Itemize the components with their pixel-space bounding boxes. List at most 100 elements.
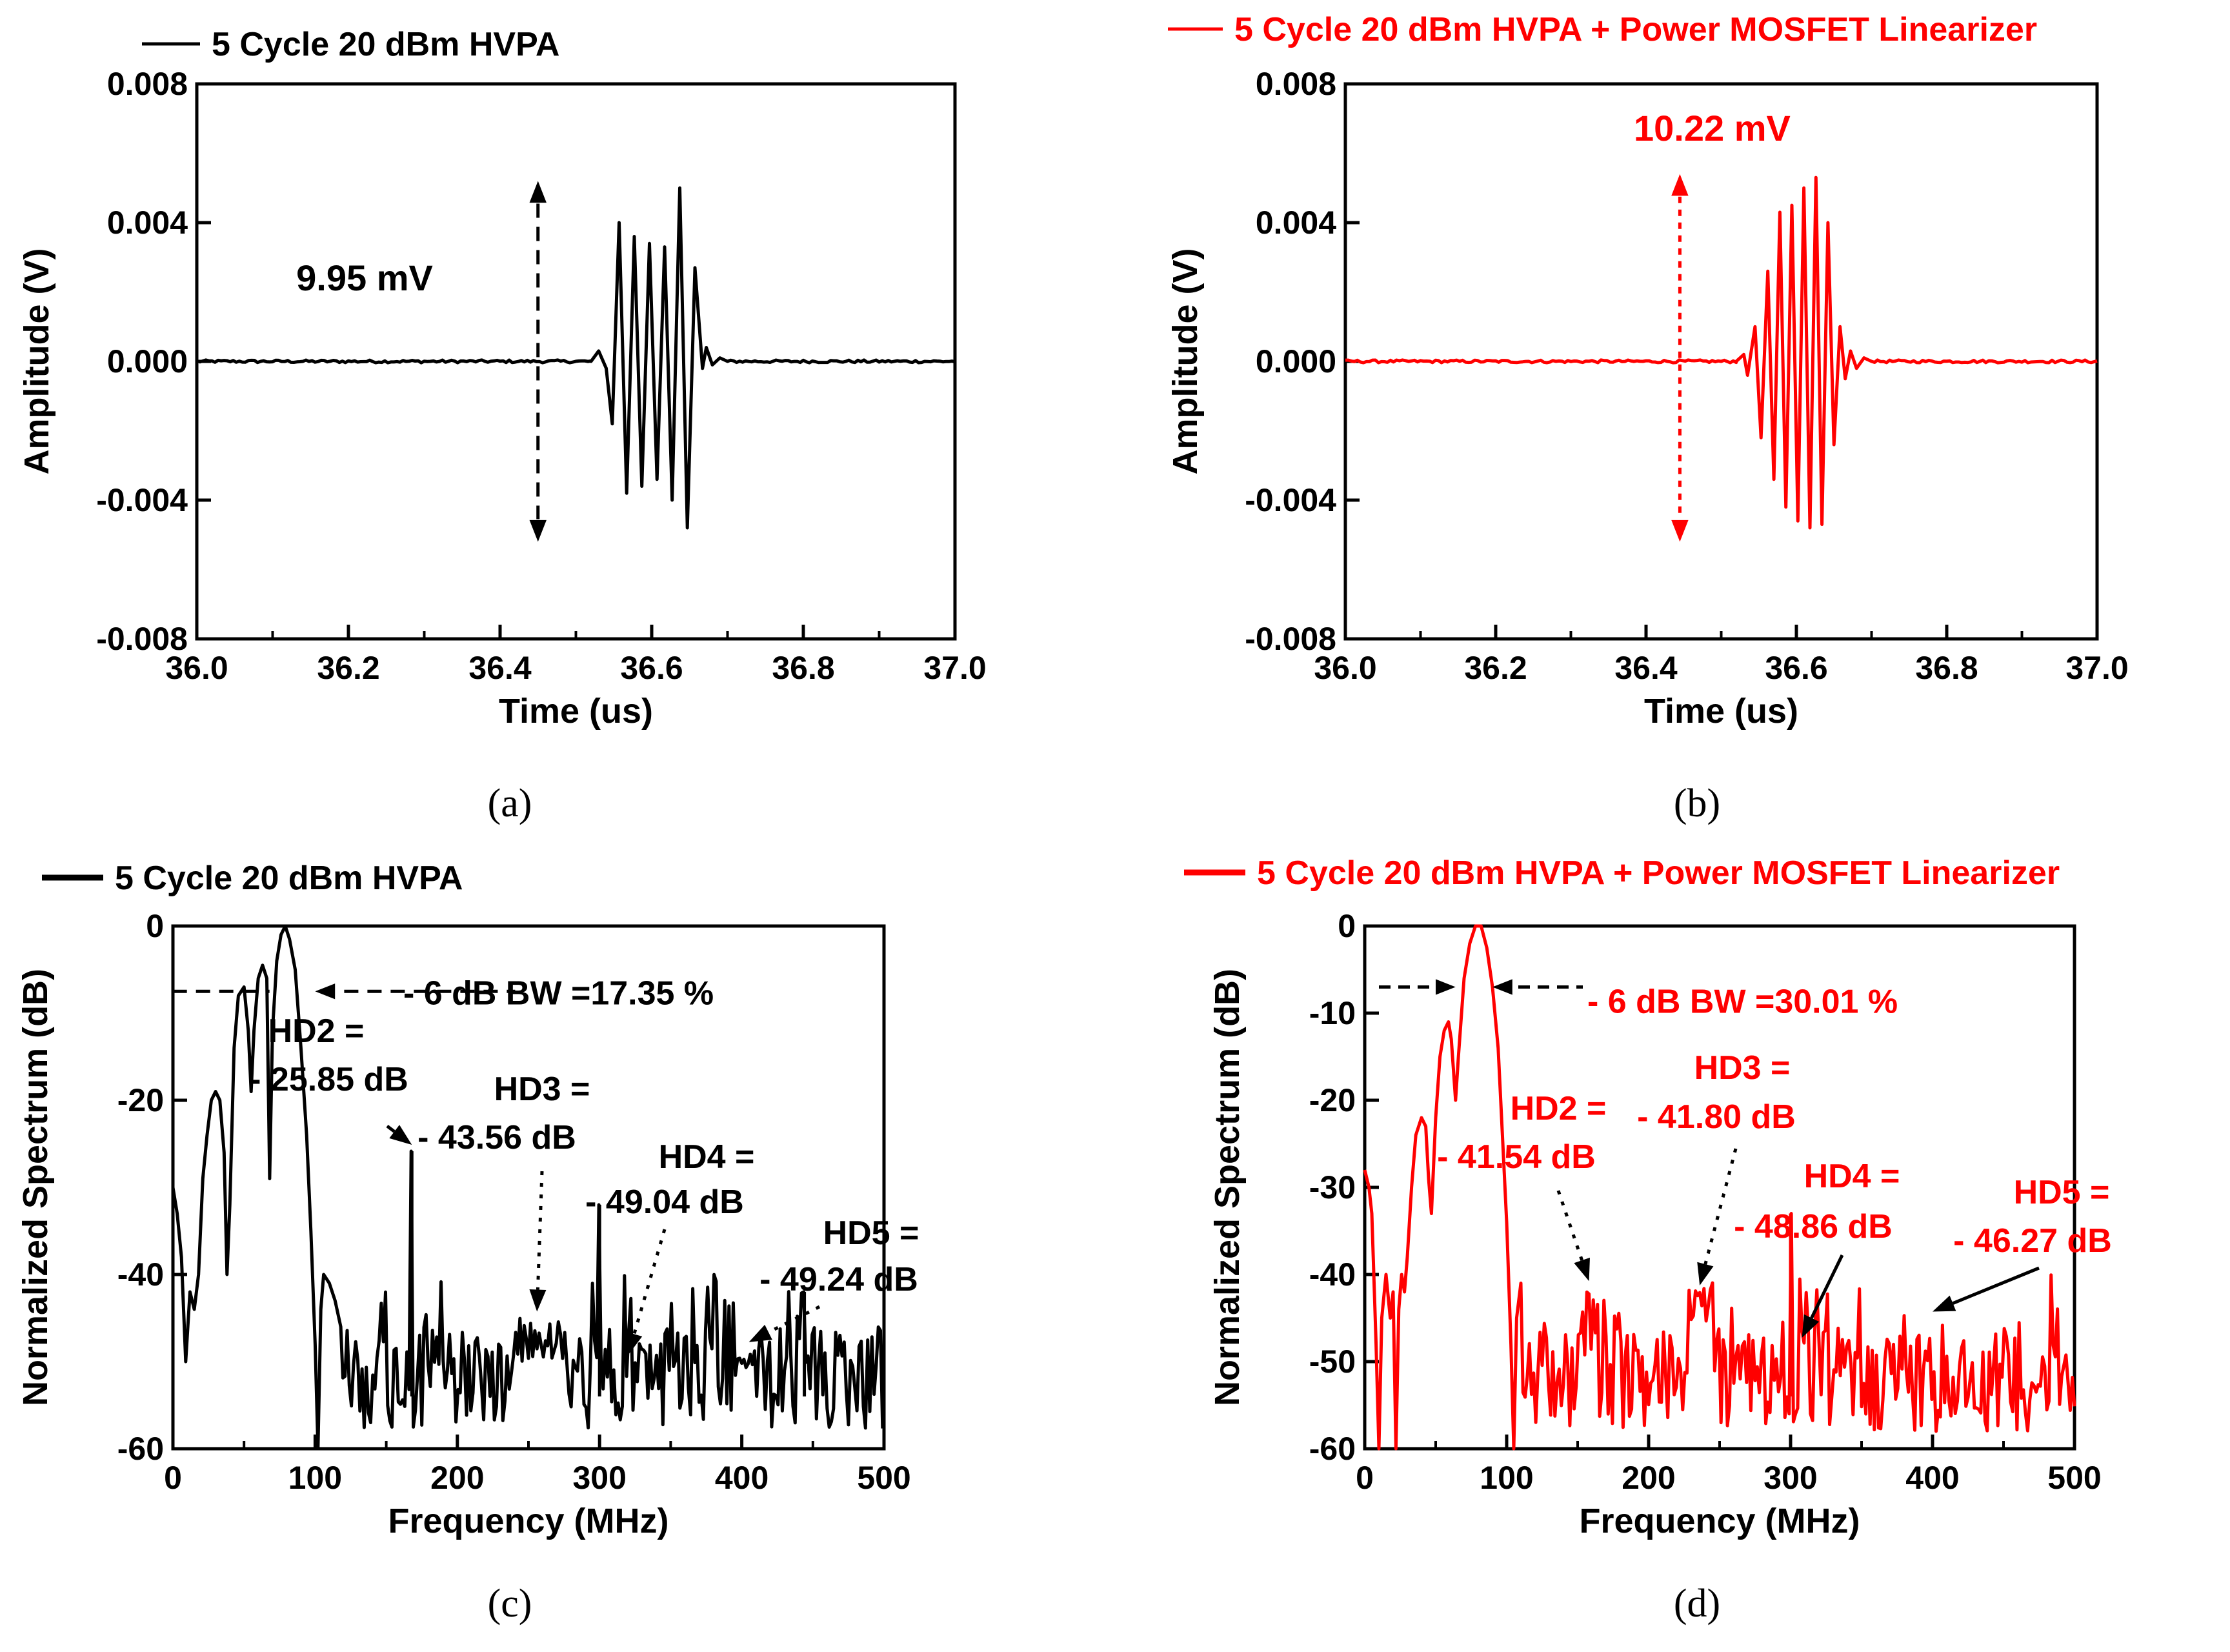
harmonic-label: HD2 =	[1511, 1090, 1607, 1127]
harmonic-pointer-2-shaft	[1556, 1190, 1584, 1261]
x-tick-label: 36.2	[317, 650, 379, 686]
panel-caption: (d)	[1674, 1582, 1720, 1626]
legend-label: 5 Cycle 20 dBm HVPA + Power MOSFET Linea…	[1257, 854, 2060, 892]
y-tick-label: -60	[1309, 1431, 1356, 1467]
x-tick-label: 100	[1480, 1460, 1533, 1496]
y-tick-label: 0	[146, 908, 164, 944]
panel-caption: (c)	[488, 1582, 532, 1626]
spectrum-trace	[1363, 924, 2076, 1451]
harmonic-label: HD5 =	[823, 1214, 919, 1252]
x-tick-label: 300	[1763, 1460, 1817, 1496]
harmonic-value: - 48.86 dB	[1734, 1208, 1893, 1245]
harmonic-value: - 41.80 dB	[1637, 1098, 1796, 1136]
y-axis-label: Normalized Spectrum (dB)	[1208, 969, 1247, 1406]
harmonic-pointer-5-shaft	[1952, 1266, 2040, 1305]
harmonic-pointer-4-head	[626, 1331, 643, 1355]
waveform-trace	[1345, 176, 2098, 530]
y-tick-label: -0.004	[96, 482, 188, 518]
harmonic-pointer-2-shaft	[386, 1125, 396, 1133]
harmonic-pointer-3-head	[1697, 1262, 1714, 1285]
x-tick-label: 36.6	[1765, 650, 1827, 686]
x-tick-label: 400	[1905, 1460, 1959, 1496]
x-tick-label: 300	[572, 1460, 626, 1496]
x-tick-label: 36.4	[468, 650, 532, 686]
harmonic-pointer-3-head	[529, 1289, 547, 1312]
harmonic-pointer-5-head	[1933, 1295, 1956, 1312]
x-axis-label: Time (us)	[1644, 692, 1798, 730]
y-tick-label: 0.000	[1256, 343, 1336, 379]
x-tick-label: 37.0	[2065, 650, 2128, 686]
x-tick-label: 500	[857, 1460, 910, 1496]
x-tick-label: 36.6	[620, 650, 683, 686]
panel-caption: (b)	[1674, 781, 1720, 825]
amplitude-arrow-head-up	[1671, 174, 1689, 196]
harmonic-pointer-2-head	[389, 1125, 412, 1145]
y-tick-label: 0.004	[107, 205, 188, 241]
harmonic-value: - 46.27 dB	[1953, 1222, 2112, 1260]
x-tick-label: 36.8	[772, 650, 834, 686]
harmonic-pointer-5-head	[748, 1324, 772, 1342]
waveform-trace	[196, 186, 956, 530]
bw-annotation: - 6 dB BW =30.01 %	[1587, 983, 1898, 1021]
y-tick-label: -20	[117, 1082, 164, 1118]
y-tick-label: -0.008	[1245, 621, 1336, 657]
harmonic-pointer-3-shaft	[536, 1171, 544, 1290]
y-tick-label: 0.008	[1256, 66, 1336, 102]
x-tick-label: 100	[288, 1460, 342, 1496]
x-tick-label: 36.2	[1464, 650, 1527, 686]
y-tick-label: -40	[1309, 1256, 1356, 1293]
x-tick-label: 0	[164, 1460, 182, 1496]
amplitude-annotation: 9.95 mV	[296, 257, 433, 298]
x-axis-label: Frequency (MHz)	[388, 1502, 668, 1540]
y-axis-label: Amplitude (V)	[1166, 248, 1205, 475]
harmonic-value: - 43.56 dB	[417, 1119, 576, 1156]
x-tick-label: 400	[715, 1460, 768, 1496]
amplitude-arrow-head-down	[1671, 519, 1689, 542]
x-axis-label: Time (us)	[499, 692, 653, 730]
y-tick-label: 0.000	[107, 343, 188, 379]
y-tick-label: -0.008	[96, 621, 188, 657]
x-tick-label: 36.8	[1915, 650, 1978, 686]
y-axis-label: Normalized Spectrum (dB)	[16, 969, 55, 1406]
y-tick-label: -40	[117, 1256, 164, 1293]
harmonic-pointer-4-shaft	[1810, 1254, 1844, 1319]
x-tick-label: 200	[1622, 1460, 1675, 1496]
y-axis-label: Amplitude (V)	[17, 248, 56, 475]
chart-panel-c: 0 100 200 300 400 500 0 -20 -40 -60 Frequency (MHz…	[16, 860, 919, 1626]
x-tick-label: 37.0	[923, 650, 986, 686]
harmonic-pointer-2-head	[1574, 1257, 1590, 1282]
bw-arrow-head-right	[1492, 979, 1512, 995]
bw-arrow-head	[315, 983, 336, 1000]
x-tick-label: 36.0	[1314, 650, 1376, 686]
y-tick-label: -20	[1309, 1082, 1356, 1118]
amplitude-arrow-head-down	[529, 519, 547, 542]
amplitude-annotation: 10.22 mV	[1634, 108, 1791, 148]
harmonic-value: - 49.04 dB	[585, 1184, 744, 1221]
y-tick-label: -0.004	[1245, 482, 1336, 518]
harmonic-pointer-4-shaft	[632, 1229, 667, 1335]
harmonic-value: - 49.24 dB	[759, 1261, 918, 1298]
x-axis-label: Frequency (MHz)	[1579, 1502, 1860, 1540]
amplitude-arrow-head-up	[529, 181, 547, 203]
harmonic-label: HD2 =	[268, 1012, 365, 1050]
legend-label: 5 Cycle 20 dBm HVPA + Power MOSFET Linea…	[1234, 11, 2037, 48]
chart-panel-a: 36.0 36.2 36.4 36.6 36.8 37.0 0.008 0.004 0.000 -…	[17, 26, 987, 825]
harmonic-label: HD5 =	[2014, 1174, 2110, 1211]
harmonic-pointer-5-shaft	[767, 1305, 821, 1334]
bw-annotation: - 6 dB BW =17.35 %	[403, 974, 714, 1012]
legend-label: 5 Cycle 20 dBm HVPA	[212, 26, 559, 63]
harmonic-label: HD4 =	[1804, 1158, 1900, 1195]
harmonic-label: HD4 =	[659, 1138, 755, 1176]
spectrum-trace	[171, 924, 885, 1451]
chart-panel-b: 36.0 36.2 36.4 36.6 36.8 37.0 0.008 0.004 0.000 -…	[1166, 11, 2129, 825]
harmonic-pointer-4-head	[1802, 1314, 1820, 1338]
legend-label: 5 Cycle 20 dBm HVPA	[115, 860, 463, 897]
y-tick-label: -30	[1309, 1169, 1356, 1205]
harmonic-label: HD3 =	[1694, 1049, 1791, 1087]
x-tick-label: 500	[2047, 1460, 2101, 1496]
chart-panel-d: 0 100 200 300 400 500 0 -10 -20 -30 -40 -50 -60 Frequ…	[1184, 854, 2112, 1626]
harmonic-value: - 41.54 dB	[1437, 1138, 1596, 1176]
harmonic-value: - 25.85 dB	[250, 1061, 408, 1098]
y-tick-label: 0	[1338, 908, 1356, 944]
harmonic-label: HD3 =	[494, 1071, 590, 1108]
